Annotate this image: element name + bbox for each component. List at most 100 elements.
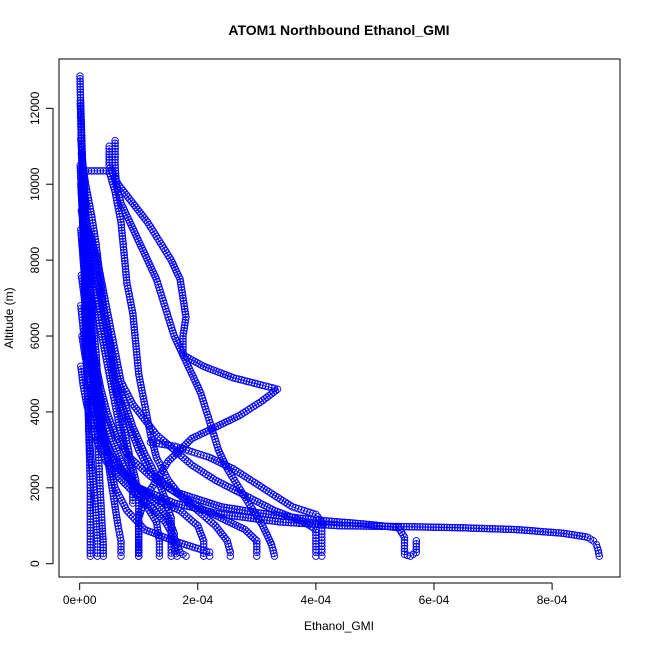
data-point (125, 292, 134, 301)
data-point (118, 229, 126, 237)
data-point (117, 537, 125, 545)
data-point (85, 435, 93, 444)
data-point (263, 516, 271, 524)
data-point (86, 538, 95, 546)
data-point (167, 552, 175, 560)
data-point (77, 125, 85, 133)
data-point (528, 527, 537, 535)
data-point (132, 342, 140, 351)
data-point (270, 552, 279, 560)
data-point (119, 237, 127, 246)
x-axis-label: Ethanol_GMI (304, 619, 374, 633)
data-point (134, 546, 143, 555)
data-point (554, 529, 563, 537)
data-point (249, 514, 258, 523)
data-point (96, 321, 104, 330)
data-point (155, 543, 164, 551)
data-point (107, 382, 116, 391)
data-point (78, 376, 87, 384)
data-point (110, 481, 119, 489)
data-point (77, 131, 85, 139)
data-point (230, 505, 239, 513)
data-point (338, 522, 346, 530)
data-point (90, 394, 98, 403)
data-point (110, 500, 119, 508)
data-point (236, 513, 244, 521)
data-point (81, 304, 90, 313)
data-point (119, 240, 127, 249)
data-point (81, 352, 89, 360)
data-point (105, 147, 113, 156)
data-point (76, 91, 85, 99)
data-point (80, 349, 89, 357)
data-point (76, 80, 84, 88)
data-point (400, 536, 409, 544)
data-point (86, 509, 95, 518)
data-point (432, 523, 440, 532)
data-point (384, 522, 392, 531)
data-point (287, 518, 295, 527)
data-point (309, 509, 317, 518)
data-point (80, 239, 88, 247)
data-point (86, 489, 95, 498)
data-point (132, 348, 141, 356)
data-point (81, 293, 90, 301)
data-point (253, 552, 261, 560)
data-point (552, 528, 560, 537)
data-point (435, 523, 443, 532)
data-point (79, 196, 87, 205)
data-point (77, 142, 86, 151)
data-point (78, 182, 87, 190)
data-point (267, 540, 276, 549)
data-point (290, 519, 298, 527)
data-point (79, 219, 88, 227)
data-point (81, 355, 90, 363)
data-point (90, 494, 99, 503)
data-point (120, 254, 129, 262)
data-point (86, 464, 94, 472)
data-point (86, 532, 95, 540)
data-point (80, 387, 88, 395)
data-point (123, 281, 132, 290)
data-point (77, 122, 85, 131)
data-point (95, 376, 103, 385)
data-point (82, 330, 91, 338)
data-point (99, 341, 108, 349)
data-point (110, 361, 119, 370)
data-point (137, 485, 145, 494)
data-point (121, 257, 129, 265)
data-point (91, 503, 100, 511)
data-point (223, 537, 232, 545)
data-point (437, 523, 446, 532)
data-point (99, 552, 108, 560)
y-tick-label: 2000 (28, 474, 42, 501)
data-point (568, 530, 576, 539)
data-point (81, 290, 90, 299)
y-tick-label: 0 (28, 560, 42, 567)
data-point (217, 503, 226, 511)
data-point (163, 310, 172, 319)
data-point (124, 284, 132, 293)
data-point (199, 552, 208, 560)
data-point (97, 327, 105, 335)
data-point (93, 546, 102, 554)
data-point (77, 119, 85, 128)
data-point (106, 377, 115, 385)
data-point (376, 522, 384, 531)
data-point (86, 549, 95, 558)
data-point (183, 457, 192, 466)
data-point (578, 532, 587, 541)
data-point (78, 170, 86, 179)
data-point (106, 339, 115, 348)
data-point (112, 508, 120, 516)
data-point (199, 549, 208, 557)
data-point (87, 326, 95, 335)
data-point (412, 548, 421, 557)
data-point (573, 531, 581, 540)
data-point (416, 523, 424, 531)
data-point (228, 504, 236, 513)
data-point (85, 455, 94, 464)
data-point (111, 399, 119, 407)
data-point (93, 543, 102, 551)
data-point (93, 167, 102, 175)
